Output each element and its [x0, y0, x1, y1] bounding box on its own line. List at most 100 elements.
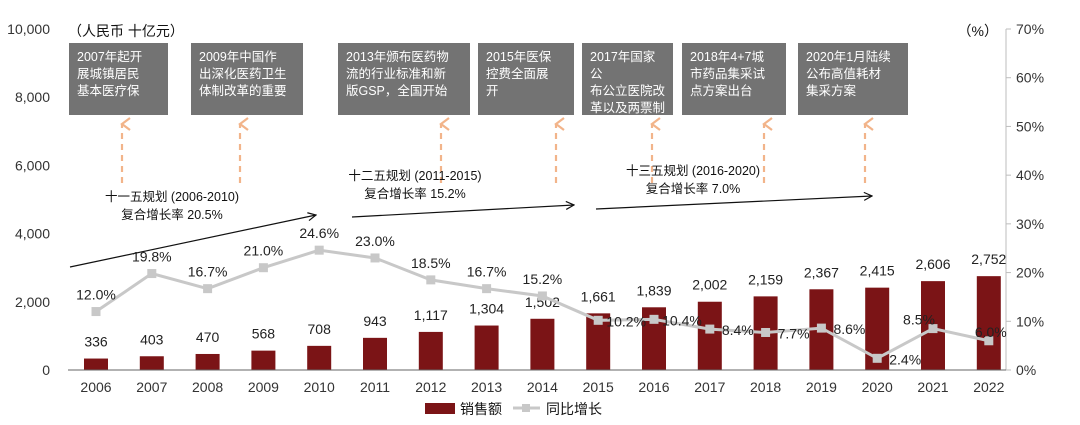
left-tick-label: 2,000: [15, 294, 50, 310]
plan-trend-arrow: [595, 196, 872, 210]
left-tick-label: 10,000: [7, 21, 50, 37]
event-text-line: 基本医疗保: [77, 84, 140, 98]
bar: [195, 353, 220, 370]
x-tick-label: 2009: [248, 379, 279, 395]
growth-point: [761, 327, 771, 337]
growth-point: [537, 291, 547, 301]
right-axis-unit-label: （%）: [958, 23, 998, 39]
bar-value-label: 708: [308, 321, 332, 337]
growth-value-label: 23.0%: [355, 233, 395, 249]
growth-value-label: 10.4%: [662, 312, 702, 328]
bar-value-label: 336: [84, 334, 108, 350]
bar: [474, 325, 499, 370]
bar-value-label: 2,367: [804, 264, 839, 280]
growth-value-label: 18.5%: [411, 255, 451, 271]
bar-value-label: 1,117: [414, 307, 448, 323]
growth-point: [705, 324, 715, 334]
left-tick-label: 8,000: [15, 89, 50, 105]
event-text-line: 流的行业标准和新: [346, 67, 447, 81]
x-tick-label: 2013: [471, 379, 502, 395]
bar: [976, 276, 1001, 370]
event-box-2009: 2009年中国作 出深化医药卫生 体制改革的重要: [191, 43, 303, 115]
event-box-2007: 2007年起开 展城镇居民 基本医疗保: [69, 43, 168, 115]
event-box-2017: 2017年国家公 布公立医院改 革以及两票制: [582, 43, 673, 115]
growth-value-label: 24.6%: [299, 225, 339, 241]
event-text-line: 开: [486, 84, 499, 98]
event-text-line: 体制改革的重要: [199, 84, 287, 98]
event-text-line: 2009年中国作: [199, 50, 277, 64]
growth-point: [426, 275, 436, 285]
bar-value-label: 2,002: [692, 277, 727, 293]
event-text-line: 2020年1月陆续: [806, 50, 891, 64]
growth-point: [203, 284, 213, 294]
x-tick-label: 2008: [192, 379, 223, 395]
growth-value-label: 8.6%: [833, 321, 865, 337]
growth-value-label: 19.8%: [132, 249, 172, 265]
event-text-line: 2018年4+7城: [690, 50, 765, 64]
left-axis: 0 2,000 4,000 6,000 8,000 10,000: [7, 21, 50, 378]
left-tick-label: 6,000: [15, 157, 50, 173]
bar-value-label: 2,415: [860, 263, 895, 279]
growth-point: [593, 315, 603, 325]
x-tick-label: 2017: [694, 379, 725, 395]
growth-point: [91, 307, 101, 317]
bar-value-label: 2,752: [971, 251, 1006, 267]
growth-point: [984, 336, 994, 346]
growth-point: [928, 324, 938, 334]
bar-value-label: 403: [140, 331, 164, 347]
x-tick-label: 2007: [136, 379, 167, 395]
bar-value-label: 1,661: [581, 288, 616, 304]
event-text-line: 2007年起开: [77, 50, 143, 64]
x-axis: 2006 2007 2008 2009 2010 2011 2012 2013 2014 2015…: [68, 369, 1006, 395]
event-dashed-arrows: [120, 117, 874, 183]
bar: [697, 301, 722, 370]
growth-value-label: 6.0%: [975, 324, 1007, 340]
growth-point: [649, 314, 659, 324]
growth-value-label: 8.5%: [903, 312, 935, 328]
bar-value-label: 1,839: [636, 282, 671, 298]
event-text-line: 公布高值耗材: [806, 67, 882, 81]
growth-point: [872, 353, 882, 363]
plan-cagr: 复合增长率 20.5%: [121, 207, 222, 222]
bar: [139, 356, 164, 370]
right-tick-label: 10%: [1016, 313, 1044, 329]
event-text-line: 革以及两票制: [590, 101, 666, 115]
legend-line-marker: [522, 404, 530, 412]
growth-value-label: 16.7%: [467, 264, 507, 280]
event-text-line: 控费全面展: [486, 67, 549, 81]
growth-value-label: 16.7%: [188, 264, 228, 280]
x-tick-label: 2012: [415, 379, 446, 395]
growth-line-series: 12.0% 19.8% 16.7% 21.0% 24.6% 23.0% 18.5% 16.7%…: [76, 225, 1007, 367]
plan-cagr: 复合增长率 15.2%: [364, 186, 465, 201]
legend-bar-swatch: [425, 403, 455, 414]
x-tick-label: 2014: [527, 379, 558, 395]
event-text-line: 出深化医药卫生: [199, 67, 287, 81]
right-axis: 0% 10% 20% 30% 40% 50% 60% 70%: [1005, 21, 1044, 378]
plan-annotations: 十一五规划 (2006-2010) 复合增长率 20.5% 十二五规划 (2011-…: [105, 163, 760, 222]
x-tick-label: 2010: [304, 379, 335, 395]
event-text-line: 点方案出台: [690, 84, 753, 98]
bar: [530, 318, 555, 370]
event-text-line: 市药品集采试: [690, 67, 766, 81]
plan-title: 十一五规划 (2006-2010): [105, 189, 239, 204]
right-tick-label: 60%: [1016, 70, 1044, 86]
growth-value-label: 7.7%: [778, 325, 810, 341]
growth-point: [314, 245, 324, 255]
growth-value-label: 8.4%: [722, 322, 754, 338]
bar: [251, 350, 276, 370]
event-box-2015: 2015年医保 控费全面展开: [478, 43, 574, 115]
x-tick-label: 2015: [583, 379, 614, 395]
plan-title: 十三五规划 (2016-2020): [626, 163, 760, 178]
event-box-2013: 2013年颁布医药物 流的行业标准和新 版GSP，全国开始: [338, 43, 470, 115]
bar-value-label: 470: [196, 329, 220, 345]
growth-point: [147, 269, 157, 279]
event-text-line: 布公立医院改: [590, 84, 666, 98]
growth-point: [816, 323, 826, 333]
x-tick-label: 2016: [638, 379, 669, 395]
growth-value-label: 10.2%: [606, 313, 646, 329]
right-tick-label: 0%: [1016, 362, 1036, 378]
plan-cagr: 复合增长率 7.0%: [646, 181, 740, 196]
legend-bar-label: 销售额: [460, 401, 502, 417]
x-tick-label: 2018: [750, 379, 781, 395]
